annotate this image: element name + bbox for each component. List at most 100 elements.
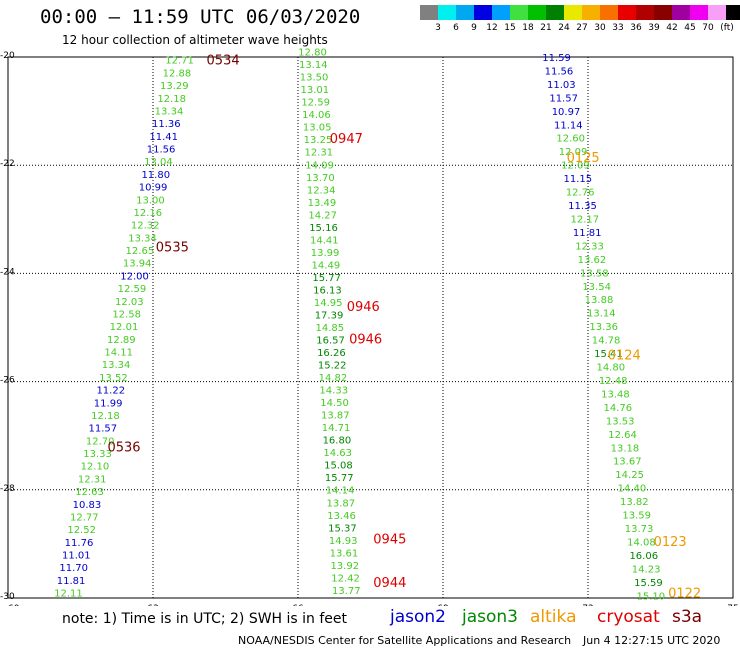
- wave-height-label: 14.23: [632, 564, 661, 575]
- wave-height-label: 15.77: [312, 273, 341, 284]
- wave-height-label: 15.41: [594, 349, 623, 360]
- wave-height-label: 13.34: [128, 233, 157, 244]
- legend-s3a: s3a: [672, 607, 703, 627]
- wave-height-label: 12.10: [81, 462, 110, 473]
- wave-height-label: 11.59: [542, 53, 571, 64]
- credit-text: NOAA/NESDIS Center for Satellite Applica…: [238, 634, 572, 647]
- legend-swatch: [456, 5, 474, 20]
- lat-tick-label: -30: [0, 592, 15, 602]
- legend-label: 18: [522, 23, 534, 33]
- wave-height-label: 12.03: [115, 297, 144, 308]
- wave-height-label: 14.09: [305, 160, 334, 171]
- pass-time-label: 0947: [330, 132, 363, 147]
- legend-swatch: [492, 5, 510, 20]
- legend-swatch: [528, 5, 546, 20]
- wave-height-label: 15.16: [309, 223, 338, 234]
- wave-height-label: 12.48: [599, 376, 628, 387]
- wave-height-label: 11.76: [65, 538, 94, 549]
- wave-height-label: 13.33: [83, 449, 112, 460]
- wave-height-label: 12.33: [575, 241, 604, 252]
- wave-height-label: 13.46: [327, 511, 356, 522]
- pass-time-label: 0124: [608, 349, 641, 364]
- pass-time-label: 0122: [668, 587, 701, 602]
- legend-label: 42: [666, 23, 678, 33]
- lon-tick-label: 63: [147, 604, 158, 606]
- wave-height-label: 11.99: [94, 398, 123, 409]
- legend-label: 15: [504, 23, 516, 33]
- legend-swatch: [654, 5, 672, 20]
- legend-swatch: [510, 5, 528, 20]
- map-frame: [7, 56, 734, 599]
- wave-height-label: 14.85: [315, 323, 344, 334]
- wave-height-label: 14.49: [312, 260, 341, 271]
- legend-label: 21: [540, 23, 552, 33]
- legend-label: 70: [702, 23, 714, 33]
- wave-height-label: 13.54: [582, 282, 611, 293]
- wave-height-label: 14.06: [302, 110, 331, 121]
- legend-swatch: [546, 5, 564, 20]
- wave-height-label: 13.61: [330, 548, 359, 559]
- wave-height-label: 12.88: [163, 68, 192, 79]
- lat-tick-label: -28: [0, 484, 15, 494]
- wave-height-label: 14.78: [592, 336, 621, 347]
- wave-height-map: 60 63 66 69 72 75 -20 -22 -24 -26 -28 -30 12.7112.88…: [0, 48, 739, 606]
- wave-height-label: 12.42: [331, 573, 360, 584]
- wave-height-label: 12.80: [298, 48, 327, 59]
- legend-swatch: [474, 5, 492, 20]
- legend-swatch: [708, 5, 726, 20]
- wave-height-label: 13.52: [99, 373, 128, 384]
- wave-height-label: 11.14: [554, 120, 583, 131]
- legend-swatch: [672, 5, 690, 20]
- legend-label: 39: [648, 23, 660, 33]
- wave-height-label: 13.58: [580, 268, 609, 279]
- wave-height-label: 13.05: [303, 123, 332, 134]
- wave-height-label: 14.27: [308, 210, 337, 221]
- wave-height-label: 14.93: [329, 536, 358, 547]
- wave-height-label: 14.50: [320, 398, 349, 409]
- wave-height-label: 13.70: [306, 173, 335, 184]
- wave-height-label: 14.95: [314, 298, 343, 309]
- wave-height-label: 11.03: [547, 80, 576, 91]
- legend-swatch: [618, 5, 636, 20]
- wave-height-label: 14.71: [322, 423, 351, 434]
- lon-tick-label: 69: [437, 604, 449, 606]
- legend-label: 6: [453, 23, 459, 33]
- wave-height-label: 16.26: [317, 348, 346, 359]
- wave-height-label: 13.88: [585, 295, 614, 306]
- wave-height-label: 13.62: [578, 255, 607, 266]
- pass-time-label: 0123: [654, 535, 687, 550]
- wave-height-label: 14.11: [104, 348, 133, 359]
- legend-swatch: [636, 5, 654, 20]
- wave-height-label: 12.60: [556, 134, 585, 145]
- wave-height-label: 13.14: [587, 309, 616, 320]
- wave-height-label: 16.06: [629, 551, 658, 562]
- wave-height-label: 12.59: [301, 98, 330, 109]
- legend-label: 9: [471, 23, 477, 33]
- wave-height-label: 16.80: [323, 436, 352, 447]
- wave-height-label: 17.39: [315, 310, 344, 321]
- wave-height-label: 14.14: [326, 486, 355, 497]
- legend-swatch: [582, 5, 600, 20]
- wave-height-label: 13.14: [299, 60, 328, 71]
- wave-height-label: 12.09: [559, 147, 588, 158]
- wave-height-label: 11.36: [152, 119, 181, 130]
- wave-height-label: 13.00: [136, 195, 165, 206]
- legend-jason3: jason3: [462, 607, 518, 627]
- pass-time-label: 0535: [156, 240, 189, 255]
- wave-height-label: 14.41: [310, 235, 339, 246]
- wave-height-label: 11.22: [96, 386, 125, 397]
- wave-height-label: 10.83: [73, 500, 102, 511]
- legend-label: (ft): [720, 23, 734, 33]
- map-subtitle: 12 hour collection of altimeter wave hei…: [62, 33, 328, 47]
- lat-tick-label: -20: [0, 51, 15, 61]
- timestamp-text: Jun 4 12:27:15 UTC 2020: [583, 634, 721, 647]
- wave-height-label: 13.77: [332, 586, 361, 597]
- legend-swatch: [690, 5, 708, 20]
- legend-swatch: [438, 5, 456, 20]
- wave-height-label: 11.57: [89, 424, 118, 435]
- wave-height-label: 13.04: [144, 157, 173, 168]
- wave-height-label: 14.33: [319, 386, 348, 397]
- wave-height-label: 13.48: [601, 389, 630, 400]
- wave-height-label: 16.57: [316, 336, 345, 347]
- wave-height-label: 13.67: [613, 457, 642, 468]
